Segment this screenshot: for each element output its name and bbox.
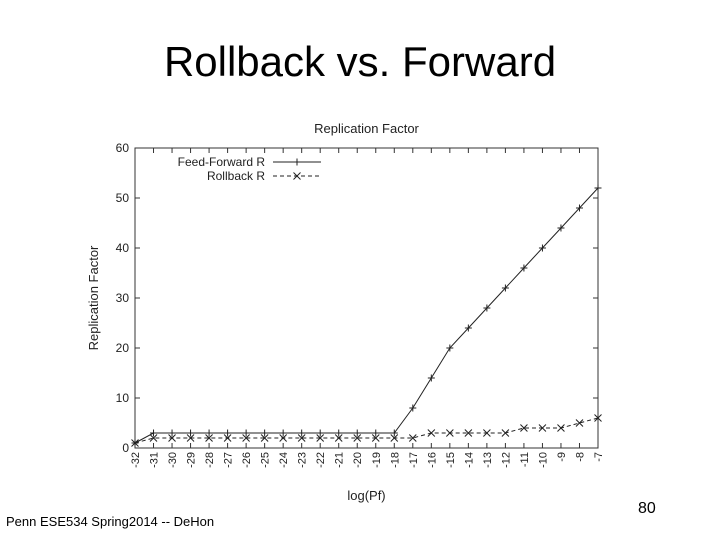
data-point-rollback [464, 429, 473, 437]
data-point-rollback [520, 424, 528, 432]
slide-title: Rollback vs. Forward [163, 38, 557, 85]
x-tick-label: -22 [315, 452, 327, 468]
y-tick-label: 40 [116, 241, 130, 255]
x-tick-label: -7 [593, 452, 605, 462]
y-tick-label: 20 [116, 341, 130, 355]
data-point-rollback [501, 429, 510, 437]
data-point-rollback [205, 434, 213, 442]
x-axis-label: log(Pf) [347, 488, 385, 503]
x-tick-label: -24 [278, 452, 290, 468]
x-tick-label: -8 [574, 452, 586, 462]
data-point-rollback [353, 434, 362, 442]
x-tick-label: -18 [389, 452, 401, 468]
data-point-rollback [316, 434, 325, 442]
x-tick-label: -12 [500, 452, 512, 468]
x-tick-label: -11 [519, 452, 531, 467]
y-tick-label: 10 [116, 391, 130, 405]
x-tick-label: -9 [556, 452, 568, 462]
y-tick-label: 0 [122, 441, 129, 455]
x-tick-label: -31 [149, 452, 161, 468]
footer-text: Penn ESE534 Spring2014 -- DeHon [6, 514, 215, 529]
chart-container: Replication Factor 0 10 20 30 40 50 60 -32 -31 -30… [80, 110, 620, 510]
x-tick-label: -29 [186, 452, 198, 468]
data-point-rollback [149, 434, 158, 442]
data-point-rollback [260, 434, 269, 442]
x-tick-label: -19 [371, 452, 383, 468]
data-point-rollback [131, 439, 139, 447]
y-tick-label: 50 [116, 191, 130, 205]
x-tick-label: -32 [130, 452, 142, 468]
data-point-rollback [427, 429, 436, 437]
data-point-rollback [390, 434, 399, 442]
x-tick-label: -28 [204, 452, 216, 468]
data-point-rollback [242, 434, 250, 442]
data-point-rollback [445, 429, 454, 437]
y-tick-label: 60 [116, 141, 130, 155]
y-tick-label: 30 [116, 291, 130, 305]
data-point-rollback [334, 434, 343, 442]
chart-title: Replication Factor [314, 121, 419, 136]
x-tick-label: -23 [297, 452, 309, 468]
x-tick-label: -27 [223, 452, 235, 468]
plot-frame [134, 147, 599, 449]
data-point-rollback [297, 434, 306, 442]
data-point-rollback [538, 424, 547, 432]
data-point-rollback [186, 434, 195, 442]
x-tick-label: -25 [260, 452, 272, 468]
x-tick-label: -14 [463, 452, 475, 468]
x-tick-label: -17 [408, 452, 420, 468]
data-point-rollback [223, 434, 232, 442]
legend-label-feed-forward: Feed-Forward R [178, 155, 266, 169]
data-point-rollback [575, 419, 584, 427]
data-point-rollback [168, 434, 176, 442]
x-tick-label: -10 [537, 452, 549, 468]
data-point-rollback [279, 434, 288, 442]
legend-marker-rollback [293, 172, 301, 180]
x-tick-label: -13 [482, 452, 494, 468]
x-tick-label: -16 [426, 452, 438, 468]
x-tick-label: -20 [352, 452, 364, 468]
x-tick-label: -30 [167, 452, 179, 468]
data-point-rollback [408, 434, 417, 442]
replication-factor-chart: Replication Factor 0 10 20 30 40 50 60 -32 -31 -30… [86, 121, 605, 503]
data-point-rollback [483, 429, 491, 437]
data-point-rollback [557, 424, 565, 432]
data-point-rollback [371, 434, 380, 442]
legend-label-rollback: Rollback R [207, 169, 265, 183]
series-line-feed-forward [134, 187, 599, 444]
data-point-rollback [594, 414, 602, 422]
page-number: 80 [638, 500, 656, 517]
x-tick-label: -21 [334, 452, 346, 468]
y-axis-label: Replication Factor [86, 245, 101, 350]
series-line-rollback [134, 417, 599, 444]
x-tick-label: -15 [445, 452, 457, 468]
x-tick-label: -26 [241, 452, 253, 468]
